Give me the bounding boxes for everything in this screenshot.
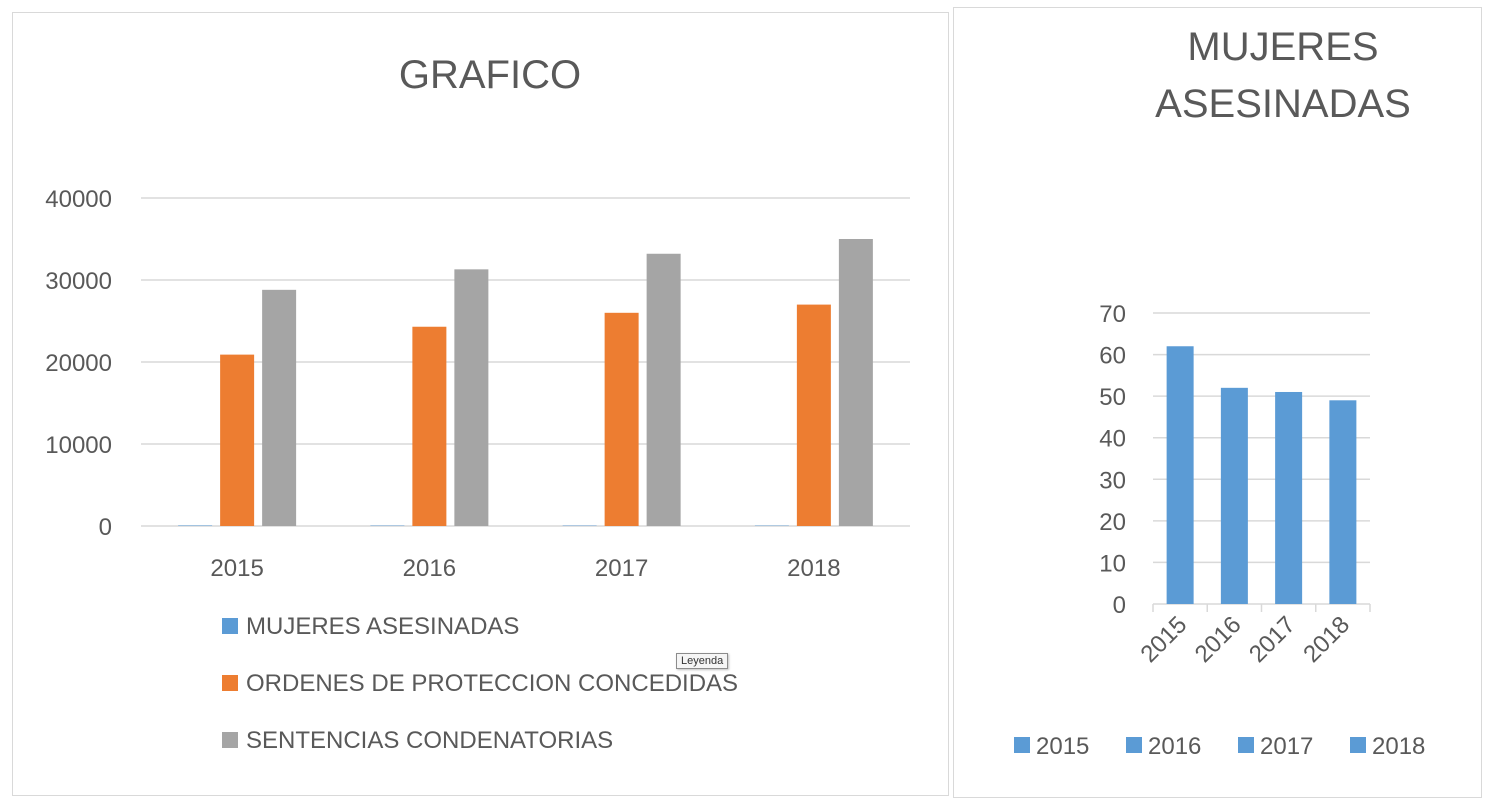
legend-swatch: [222, 618, 238, 634]
y-tick-label: 0: [99, 514, 112, 541]
x-tick-label: 2017: [595, 555, 648, 582]
y-tick-label: 60: [1099, 343, 1126, 370]
legend-label: 2015: [1036, 733, 1089, 760]
legend-swatch: [222, 732, 238, 748]
x-tick-label: 2016: [1190, 611, 1247, 668]
x-tick-label: 2017: [1244, 611, 1301, 668]
bar-sentencias-condenatorias: [646, 253, 681, 526]
legend-swatch: [1238, 737, 1254, 753]
bar-ordenes-de-proteccion-concedidas: [220, 354, 255, 526]
y-tick-label: 10: [1099, 550, 1126, 577]
legend-label: 2017: [1260, 733, 1313, 760]
y-tick-label: 40: [1099, 426, 1126, 453]
chart-title: GRAFICO: [399, 53, 581, 97]
chart-title-line: ASESINADAS: [1155, 82, 1411, 126]
legend-tooltip: Leyenda: [676, 653, 729, 669]
bar-ordenes-de-proteccion-concedidas: [604, 312, 639, 526]
bar-mujeres-asesinadas: [1275, 391, 1303, 604]
y-tick-label: 10000: [45, 432, 112, 459]
y-tick-label: 20: [1099, 509, 1126, 536]
legend-swatch: [222, 675, 238, 691]
bar-sentencias-condenatorias: [838, 239, 873, 526]
legend-label: ORDENES DE PROTECCION CONCEDIDAS: [246, 670, 738, 697]
bar-mujeres-asesinadas: [1329, 400, 1357, 604]
bar-ordenes-de-proteccion-concedidas: [796, 304, 831, 526]
bar-mujeres-asesinadas: [178, 525, 213, 526]
y-tick-label: 20000: [45, 350, 112, 377]
y-tick-label: 30: [1099, 467, 1126, 494]
chart-panel-right: [953, 7, 1482, 798]
bar-mujeres-asesinadas: [1220, 387, 1248, 604]
legend-label: 2018: [1372, 733, 1425, 760]
x-tick-label: 2015: [210, 555, 263, 582]
x-tick-label: 2016: [403, 555, 456, 582]
bar-mujeres-asesinadas: [1166, 346, 1194, 604]
x-tick-label: 2015: [1136, 611, 1193, 668]
legend-swatch: [1126, 737, 1142, 753]
chart-title-line: MUJERES: [1187, 25, 1378, 69]
bar-ordenes-de-proteccion-concedidas: [412, 326, 447, 526]
x-tick-label: 2018: [787, 555, 840, 582]
y-tick-label: 50: [1099, 384, 1126, 411]
y-tick-label: 70: [1099, 301, 1126, 328]
x-tick-label: 2018: [1298, 611, 1355, 668]
legend-swatch: [1350, 737, 1366, 753]
y-tick-label: 0: [1113, 592, 1126, 619]
y-tick-label: 30000: [45, 268, 112, 295]
y-tick-label: 40000: [45, 186, 112, 213]
bar-sentencias-condenatorias: [454, 269, 489, 526]
bar-sentencias-condenatorias: [262, 289, 297, 526]
legend-swatch: [1014, 737, 1030, 753]
legend-label: SENTENCIAS CONDENATORIAS: [246, 727, 613, 754]
legend-label: 2016: [1148, 733, 1201, 760]
legend-label: MUJERES ASESINADAS: [246, 613, 519, 640]
